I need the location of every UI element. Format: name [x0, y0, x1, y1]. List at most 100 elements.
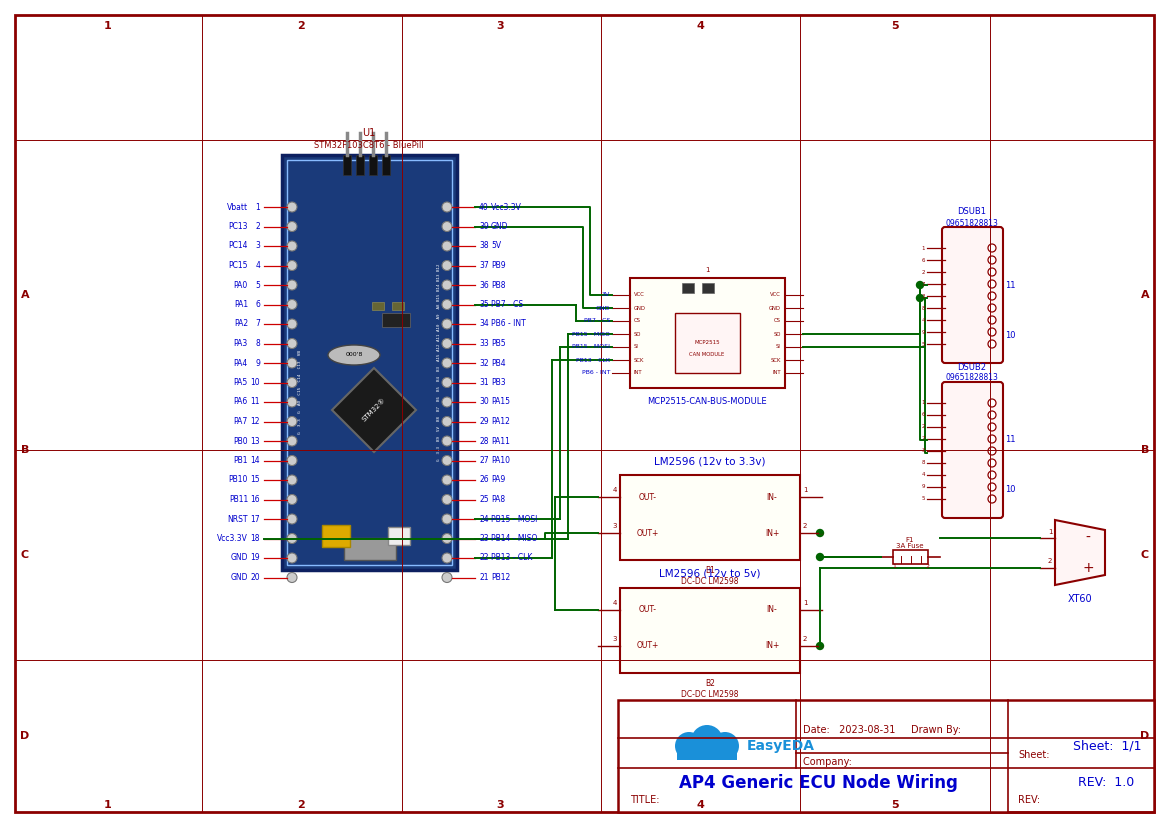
Circle shape: [988, 304, 996, 312]
Text: 11: 11: [1005, 436, 1016, 444]
Text: 34: 34: [479, 319, 489, 328]
Circle shape: [288, 436, 297, 446]
Text: 1: 1: [803, 487, 808, 493]
Circle shape: [442, 338, 452, 348]
Text: 17: 17: [250, 514, 260, 523]
Text: 4: 4: [696, 21, 704, 31]
Text: DSUB1: DSUB1: [957, 208, 987, 217]
Text: U1: U1: [362, 128, 375, 138]
Circle shape: [442, 241, 452, 251]
Circle shape: [288, 456, 297, 466]
Circle shape: [288, 319, 297, 329]
Text: STM32F103C8T6 - BluePill: STM32F103C8T6 - BluePill: [314, 141, 424, 150]
FancyBboxPatch shape: [942, 382, 1003, 518]
Circle shape: [988, 280, 996, 288]
Text: 31: 31: [479, 378, 489, 387]
Text: IN-: IN-: [767, 493, 777, 501]
Text: 8: 8: [255, 339, 260, 348]
Text: VCC: VCC: [770, 293, 781, 298]
Text: NRST: NRST: [228, 514, 248, 523]
Text: Company:: Company:: [803, 757, 858, 767]
Circle shape: [442, 202, 452, 212]
Text: 1: 1: [104, 21, 112, 31]
Text: 9: 9: [255, 358, 260, 367]
Text: 30: 30: [479, 398, 489, 407]
Text: INT: INT: [634, 370, 643, 375]
Text: 7: 7: [255, 319, 260, 328]
Bar: [344, 538, 396, 560]
Text: SCK: SCK: [770, 357, 781, 362]
Text: 5: 5: [255, 280, 260, 289]
Text: PA6: PA6: [234, 398, 248, 407]
Text: IN+: IN+: [765, 642, 780, 651]
Text: 1: 1: [921, 400, 925, 405]
Circle shape: [988, 328, 996, 336]
Text: PB9: PB9: [491, 261, 506, 270]
Text: 3: 3: [496, 21, 504, 31]
Text: PB15 - MISO: PB15 - MISO: [572, 332, 610, 337]
Bar: [893, 550, 928, 564]
Text: PA10: PA10: [491, 456, 510, 465]
Text: B: B: [1141, 445, 1149, 455]
Circle shape: [288, 299, 297, 309]
Circle shape: [442, 514, 452, 524]
Text: Sheet:: Sheet:: [1018, 750, 1050, 760]
Circle shape: [442, 495, 452, 504]
Bar: [392, 302, 404, 310]
Text: 000'8: 000'8: [345, 352, 362, 357]
Circle shape: [816, 643, 823, 649]
Text: 2: 2: [255, 222, 260, 231]
Text: 8: 8: [921, 305, 925, 310]
Text: 28: 28: [479, 437, 489, 446]
Text: D: D: [1141, 731, 1149, 741]
Circle shape: [675, 732, 703, 760]
Circle shape: [442, 533, 452, 543]
Circle shape: [988, 495, 996, 503]
Text: 25: 25: [479, 495, 489, 504]
Text: OUT-: OUT-: [639, 605, 657, 614]
Text: B1
DC-DC LM2598: B1 DC-DC LM2598: [682, 566, 739, 586]
Text: 3V: 3V: [602, 293, 610, 298]
Circle shape: [988, 316, 996, 324]
Text: Vcc3.3V: Vcc3.3V: [491, 203, 521, 212]
Circle shape: [442, 280, 452, 290]
Circle shape: [442, 572, 452, 582]
Text: Sheet:  1/1: Sheet: 1/1: [1073, 739, 1141, 753]
Text: PB7 - CS: PB7 - CS: [491, 300, 523, 309]
Text: GND: GND: [634, 305, 646, 310]
Text: 40: 40: [479, 203, 489, 212]
Text: IN-: IN-: [767, 605, 777, 614]
Text: 4: 4: [255, 261, 260, 270]
Text: PB10: PB10: [229, 476, 248, 485]
Text: 4: 4: [696, 800, 704, 810]
Bar: [343, 155, 351, 175]
Bar: [372, 302, 383, 310]
Text: C: C: [21, 550, 29, 560]
Circle shape: [288, 533, 297, 543]
Text: 3: 3: [921, 448, 925, 453]
Circle shape: [988, 411, 996, 419]
Text: 2: 2: [803, 523, 807, 529]
Text: 13: 13: [250, 437, 260, 446]
Circle shape: [288, 397, 297, 407]
Text: PB6 - INT: PB6 - INT: [581, 370, 610, 375]
Text: 11: 11: [250, 398, 260, 407]
Text: 1: 1: [255, 203, 260, 212]
Text: PB1: PB1: [234, 456, 248, 465]
Text: 4: 4: [613, 487, 617, 493]
Text: LM2596 (12v to 3.3v): LM2596 (12v to 3.3v): [655, 456, 766, 466]
Text: 2: 2: [921, 424, 925, 429]
Text: Vcc3.3V: Vcc3.3V: [217, 534, 248, 543]
Text: REV:: REV:: [1018, 795, 1040, 805]
Text: 4: 4: [921, 472, 925, 477]
Text: 2: 2: [803, 636, 807, 642]
Text: CS: CS: [774, 318, 781, 323]
Circle shape: [442, 456, 452, 466]
Circle shape: [288, 280, 297, 290]
Text: REV:  1.0: REV: 1.0: [1078, 777, 1134, 790]
Circle shape: [442, 319, 452, 329]
Text: Vbatt: Vbatt: [227, 203, 248, 212]
Text: 23: 23: [479, 534, 489, 543]
Text: F1
3A Fuse: F1 3A Fuse: [897, 537, 924, 549]
Bar: [369, 155, 376, 175]
